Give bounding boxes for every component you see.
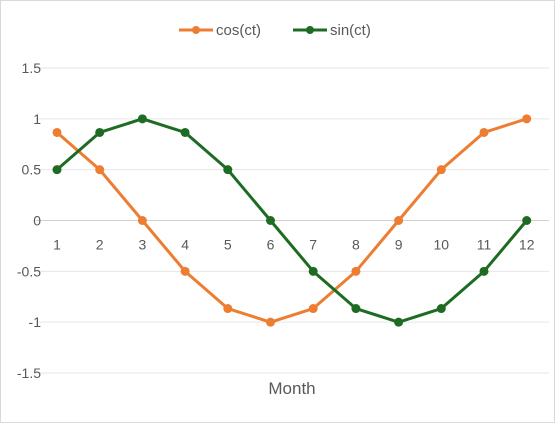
y-tick-label: 1 bbox=[33, 111, 41, 127]
x-tick-label: 6 bbox=[267, 237, 275, 253]
data-point-sin[interactable] bbox=[95, 127, 105, 137]
data-point-sin[interactable] bbox=[394, 317, 404, 327]
data-point-cos[interactable] bbox=[308, 304, 318, 314]
x-tick-label: 11 bbox=[477, 237, 492, 253]
series-lines bbox=[52, 114, 532, 327]
data-point-cos[interactable] bbox=[394, 216, 404, 225]
legend-item-sin[interactable]: sin(ct) bbox=[293, 22, 371, 39]
y-tick-label: 0 bbox=[33, 213, 41, 229]
legend: cos(ct) sin(ct) bbox=[179, 22, 371, 39]
data-point-cos[interactable] bbox=[137, 216, 147, 225]
x-tick-label: 2 bbox=[96, 237, 104, 253]
data-point-sin[interactable] bbox=[351, 304, 361, 314]
y-tick-label: -1 bbox=[29, 314, 42, 330]
x-tick-label: 1 bbox=[53, 237, 61, 253]
x-tick-label: 4 bbox=[181, 237, 189, 253]
y-tick-label: -1.5 bbox=[17, 365, 41, 381]
series-line-cos bbox=[55, 117, 529, 324]
gridlines bbox=[36, 67, 549, 374]
data-point-sin[interactable] bbox=[137, 114, 147, 124]
legend-swatch-marker-sin bbox=[306, 26, 314, 34]
legend-swatch-marker-cos bbox=[192, 26, 200, 34]
data-point-sin[interactable] bbox=[180, 127, 190, 137]
data-point-sin[interactable] bbox=[308, 266, 318, 276]
data-point-cos[interactable] bbox=[266, 317, 275, 327]
y-tick-label: 1.5 bbox=[22, 60, 42, 76]
data-point-sin[interactable] bbox=[479, 266, 489, 276]
data-point-sin[interactable] bbox=[266, 216, 275, 225]
data-point-sin[interactable] bbox=[223, 165, 233, 175]
x-tick-label: 8 bbox=[352, 237, 360, 253]
x-tick-label: 3 bbox=[139, 237, 147, 253]
data-point-cos[interactable] bbox=[52, 127, 62, 137]
data-point-sin[interactable] bbox=[522, 216, 532, 225]
data-point-cos[interactable] bbox=[479, 127, 489, 137]
data-point-cos[interactable] bbox=[180, 266, 190, 276]
legend-label-sin: sin(ct) bbox=[330, 22, 371, 39]
data-point-cos[interactable] bbox=[351, 266, 361, 276]
data-point-cos[interactable] bbox=[223, 304, 233, 314]
legend-item-cos[interactable]: cos(ct) bbox=[179, 22, 261, 39]
x-tick-label: 12 bbox=[519, 237, 535, 253]
x-tick-label: 9 bbox=[395, 237, 403, 253]
data-point-cos[interactable] bbox=[95, 165, 105, 175]
series-line-sin bbox=[55, 117, 529, 324]
data-point-cos[interactable] bbox=[436, 165, 446, 175]
y-axis-tick-labels: 1.5 1 0.5 0 -0.5 -1 -1.5 bbox=[17, 60, 41, 381]
x-axis-tick-labels: 1 2 3 4 5 6 7 8 9 10 11 12 bbox=[53, 237, 535, 253]
x-axis-title: Month bbox=[268, 379, 315, 398]
legend-label-cos: cos(ct) bbox=[216, 22, 261, 39]
y-tick-label: -0.5 bbox=[17, 263, 41, 279]
data-point-cos[interactable] bbox=[522, 114, 532, 124]
x-tick-label: 5 bbox=[224, 237, 232, 253]
x-tick-label: 10 bbox=[434, 237, 450, 253]
data-point-sin[interactable] bbox=[436, 304, 446, 314]
data-point-sin[interactable] bbox=[52, 165, 62, 175]
y-tick-label: 0.5 bbox=[22, 162, 42, 178]
x-tick-label: 7 bbox=[309, 237, 317, 253]
